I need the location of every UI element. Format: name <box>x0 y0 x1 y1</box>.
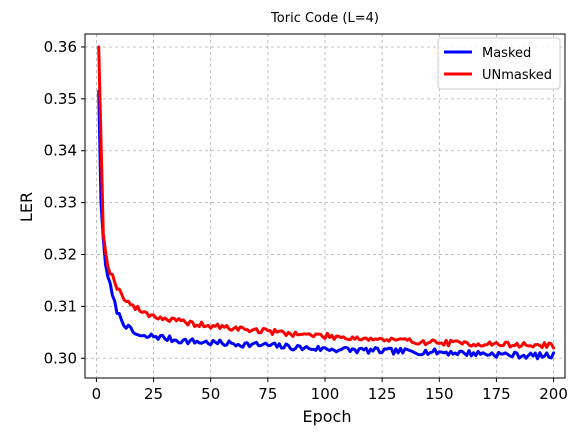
x-tick-label: 50 <box>201 385 220 403</box>
legend-label-unmasked: UNmasked <box>482 68 552 83</box>
x-tick-label: 75 <box>258 385 277 403</box>
x-tick-label: 200 <box>539 385 568 403</box>
x-tick-label: 150 <box>425 385 454 403</box>
x-axis: 0 25 50 75 100 125 150 175 200 <box>92 378 568 403</box>
chart-title: Toric Code (L=4) <box>270 11 379 26</box>
x-tick-label: 0 <box>92 385 102 403</box>
y-tick-label: 0.33 <box>44 194 77 212</box>
plot-lines <box>97 45 556 361</box>
y-tick-label: 0.31 <box>44 297 77 315</box>
x-tick-label: 100 <box>311 385 340 403</box>
series-line-unmasked <box>97 45 556 350</box>
legend: Masked UNmasked <box>437 37 561 90</box>
y-tick-label: 0.35 <box>44 90 77 108</box>
y-axis: 0.30 0.31 0.32 0.33 0.34 0.35 0.36 <box>44 38 85 367</box>
y-tick-label: 0.36 <box>44 38 77 56</box>
grid <box>85 34 565 378</box>
series-line-masked <box>97 89 556 361</box>
x-tick-label: 25 <box>144 385 163 403</box>
x-axis-title: Epoch <box>303 407 352 426</box>
x-tick-label: 125 <box>368 385 397 403</box>
y-axis-title: LER <box>17 192 36 222</box>
y-tick-label: 0.34 <box>44 142 77 160</box>
y-tick-label: 0.30 <box>44 349 77 367</box>
legend-label-masked: Masked <box>482 46 531 61</box>
y-tick-label: 0.32 <box>44 246 77 264</box>
x-tick-label: 175 <box>482 385 511 403</box>
